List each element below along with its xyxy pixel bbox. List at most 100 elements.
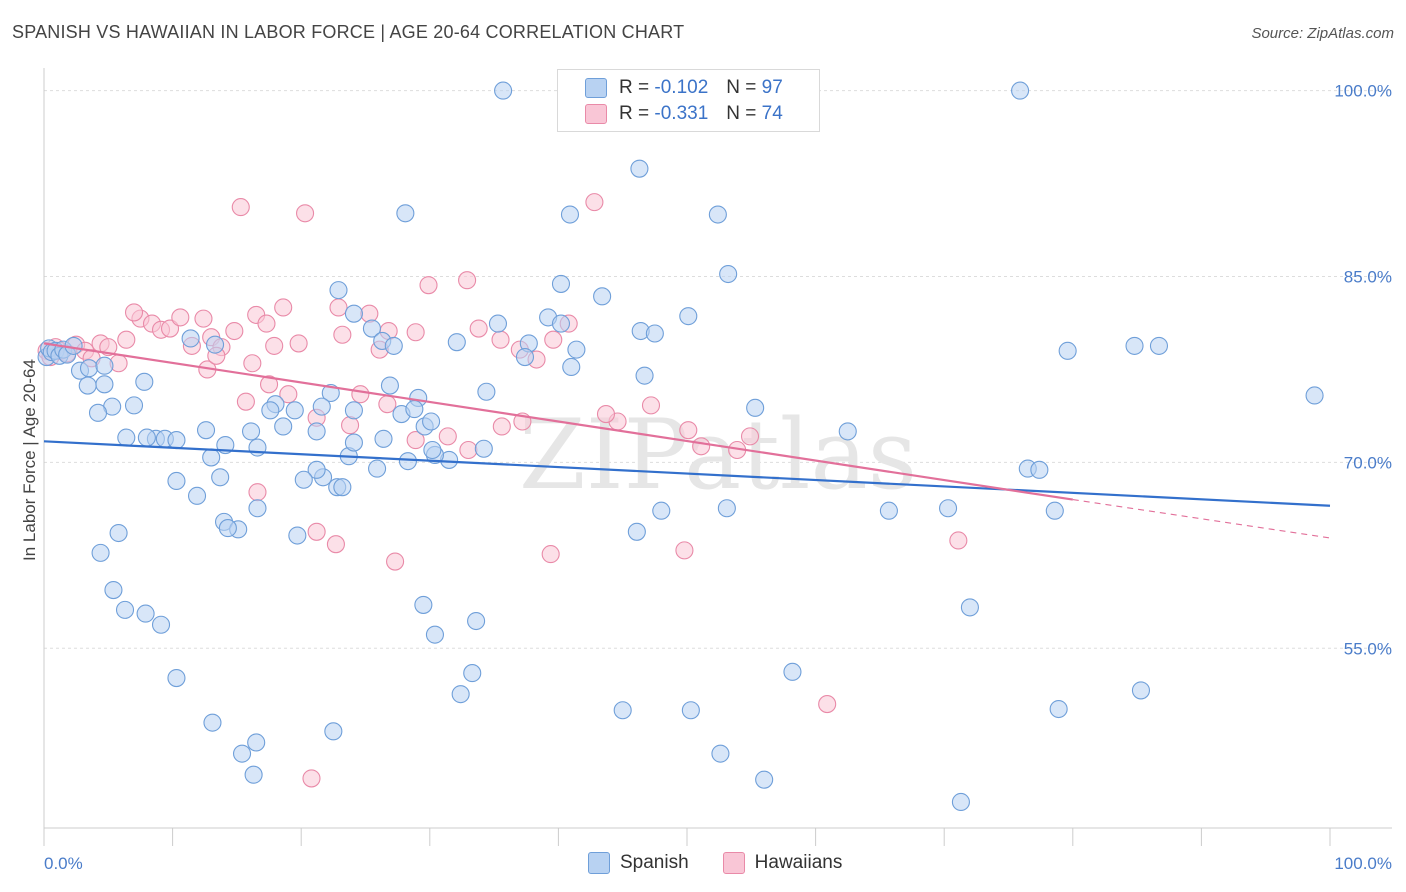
- spanish-point: [593, 287, 612, 306]
- axis-labels: 55.0% 70.0% 85.0% 100.0% 0.0% 100.0% In Labor …: [20, 82, 1392, 873]
- spanish-point: [248, 499, 267, 518]
- spanish-point: [474, 439, 493, 458]
- spanish-point: [783, 662, 802, 681]
- spanish-point: [838, 422, 857, 441]
- y-tick-label: 100.0%: [1334, 82, 1392, 101]
- spanish-point: [423, 440, 442, 460]
- spanish-point: [398, 452, 417, 471]
- hawaiian-point: [438, 427, 457, 446]
- hawaiian-point: [99, 338, 118, 357]
- spanish-point: [244, 765, 263, 784]
- spanish-point: [467, 611, 486, 631]
- hawaiian-trend-line: [43, 342, 1073, 501]
- hawaiian-point: [491, 330, 510, 349]
- spanish-point: [939, 499, 958, 518]
- hawaiian-point: [949, 531, 968, 550]
- spanish-point: [1058, 341, 1077, 360]
- spanish-point: [746, 398, 765, 417]
- spanish-point: [422, 412, 441, 431]
- spanish-n-label: N =: [726, 77, 757, 98]
- spanish-point: [384, 336, 403, 355]
- spanish-point: [463, 664, 482, 683]
- hawaiian-point: [326, 535, 345, 554]
- hawaiian-r-value: -0.331: [654, 103, 709, 124]
- hawaiian-point: [307, 522, 326, 541]
- spanish-r-label: R =: [619, 77, 650, 98]
- spanish-point: [551, 314, 571, 333]
- spanish-point: [203, 713, 222, 732]
- hawaiian-point: [492, 417, 511, 436]
- spanish-point: [951, 792, 970, 812]
- x-tick-label: 100.0%: [1334, 854, 1392, 873]
- hawaiian-point: [333, 325, 352, 344]
- hawaiian-point: [544, 330, 563, 349]
- spanish-point: [1045, 501, 1064, 520]
- grid-lines: [44, 90, 1392, 649]
- hawaiian-point: [225, 321, 244, 341]
- hawaiian-point: [329, 298, 348, 317]
- hawaiian-point: [231, 198, 250, 217]
- spanish-point: [1131, 681, 1151, 700]
- hawaiian-point: [459, 440, 478, 460]
- x-tick-label: 0.0%: [44, 854, 83, 873]
- spanish-point: [551, 274, 571, 293]
- spanish-point: [115, 600, 135, 619]
- hawaiian-point: [386, 552, 405, 571]
- hawaiian-point: [692, 437, 711, 456]
- spanish-point: [95, 375, 114, 394]
- spanish-point: [477, 382, 496, 401]
- hawaiian-point: [675, 541, 694, 560]
- spanish-point: [613, 701, 632, 720]
- hawaiian-point: [117, 330, 136, 349]
- series-legend: Spanish Hawaiians: [588, 852, 876, 874]
- spanish-point: [635, 366, 654, 385]
- spanish-point: [241, 422, 261, 441]
- y-tick-label: 55.0%: [1344, 639, 1392, 658]
- spanish-point: [95, 356, 114, 375]
- spanish-point: [1125, 336, 1144, 355]
- spanish-point: [627, 522, 646, 541]
- hawaiians-legend-label: Hawaiians: [754, 852, 843, 873]
- hawaiian-point: [469, 319, 488, 338]
- spanish-point: [167, 668, 186, 688]
- hawaiian-point: [160, 319, 180, 338]
- spanish-point: [232, 744, 252, 763]
- spanish-point: [717, 499, 736, 518]
- spanish-point: [344, 304, 363, 323]
- chart-title: SPANISH VS HAWAIIAN IN LABOR FORCE | AGE…: [12, 22, 685, 42]
- spanish-point: [218, 519, 237, 538]
- hawaiian-point: [378, 395, 397, 414]
- spanish-point: [425, 625, 444, 644]
- spanish-point: [344, 433, 363, 452]
- spanish-point: [681, 701, 700, 720]
- spanish-point: [488, 314, 508, 333]
- spanish-point: [167, 431, 186, 450]
- spanish-r-value: -0.102: [654, 77, 709, 98]
- spanish-point: [679, 307, 698, 326]
- spanish-trend-line: [43, 440, 1331, 507]
- spanish-point: [494, 81, 513, 100]
- spanish-point: [374, 429, 393, 448]
- legend-row-hawaiian: R = -0.331 N = 74: [585, 102, 783, 126]
- spanish-point: [447, 333, 466, 352]
- spanish-point: [88, 403, 108, 422]
- y-tick-label: 85.0%: [1344, 267, 1392, 286]
- spanish-point: [91, 543, 110, 562]
- spanish-point: [294, 470, 313, 489]
- spanish-point: [879, 501, 898, 520]
- legend-item-spanish[interactable]: Spanish: [588, 852, 689, 874]
- hawaiian-point: [458, 271, 477, 290]
- spanish-point: [960, 598, 979, 617]
- spanish-point: [202, 448, 221, 467]
- spanish-point: [211, 468, 230, 487]
- spanish-swatch: [585, 78, 607, 98]
- spanish-point: [1030, 460, 1049, 479]
- spanish-n-value: 97: [761, 77, 783, 98]
- spanish-point: [78, 376, 97, 395]
- spanish-point: [708, 205, 727, 224]
- spanish-point: [124, 396, 144, 415]
- spanish-points: [37, 81, 1324, 812]
- source-attribution: Source: ZipAtlas.com: [1251, 25, 1394, 42]
- legend-item-hawaiians[interactable]: Hawaiians: [722, 852, 843, 874]
